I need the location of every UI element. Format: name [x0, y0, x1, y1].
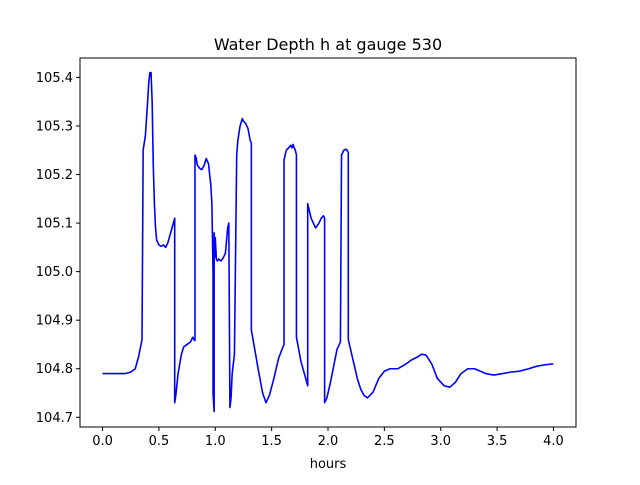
- y-tick-label: 104.8: [36, 362, 73, 377]
- y-tick-label: 104.9: [36, 314, 73, 329]
- y-tick-label: 105.2: [36, 168, 73, 183]
- x-tick-label: 1.0: [205, 434, 226, 449]
- y-tick-label: 105.1: [36, 217, 73, 232]
- x-tick-label: 0.5: [149, 434, 170, 449]
- chart-title: Water Depth h at gauge 530: [214, 35, 442, 54]
- y-tick-label: 105.4: [36, 71, 73, 86]
- x-tick-label: 3.0: [430, 434, 451, 449]
- x-tick-label: 2.5: [374, 434, 395, 449]
- x-axis-label: hours: [310, 457, 347, 472]
- series-line-0: [102, 71, 554, 413]
- x-axis-ticks: 0.0 0.5 1.0 1.5 2.0 2.5 3.0 3.5 4.0: [92, 427, 564, 449]
- x-tick-label: 1.5: [261, 434, 282, 449]
- y-axis-ticks: 104.7 104.8 104.9 105.0 105.1 105.2 105.3 105.4: [36, 71, 80, 426]
- series-layer: [102, 71, 554, 413]
- y-tick-label: 104.7: [36, 411, 73, 426]
- x-tick-label: 3.5: [487, 434, 508, 449]
- x-tick-label: 0.0: [92, 434, 113, 449]
- x-tick-label: 4.0: [543, 434, 564, 449]
- x-tick-label: 2.0: [318, 434, 339, 449]
- y-tick-label: 105.0: [36, 265, 73, 280]
- y-tick-label: 105.3: [36, 119, 73, 134]
- plot-area-frame: [79, 57, 577, 428]
